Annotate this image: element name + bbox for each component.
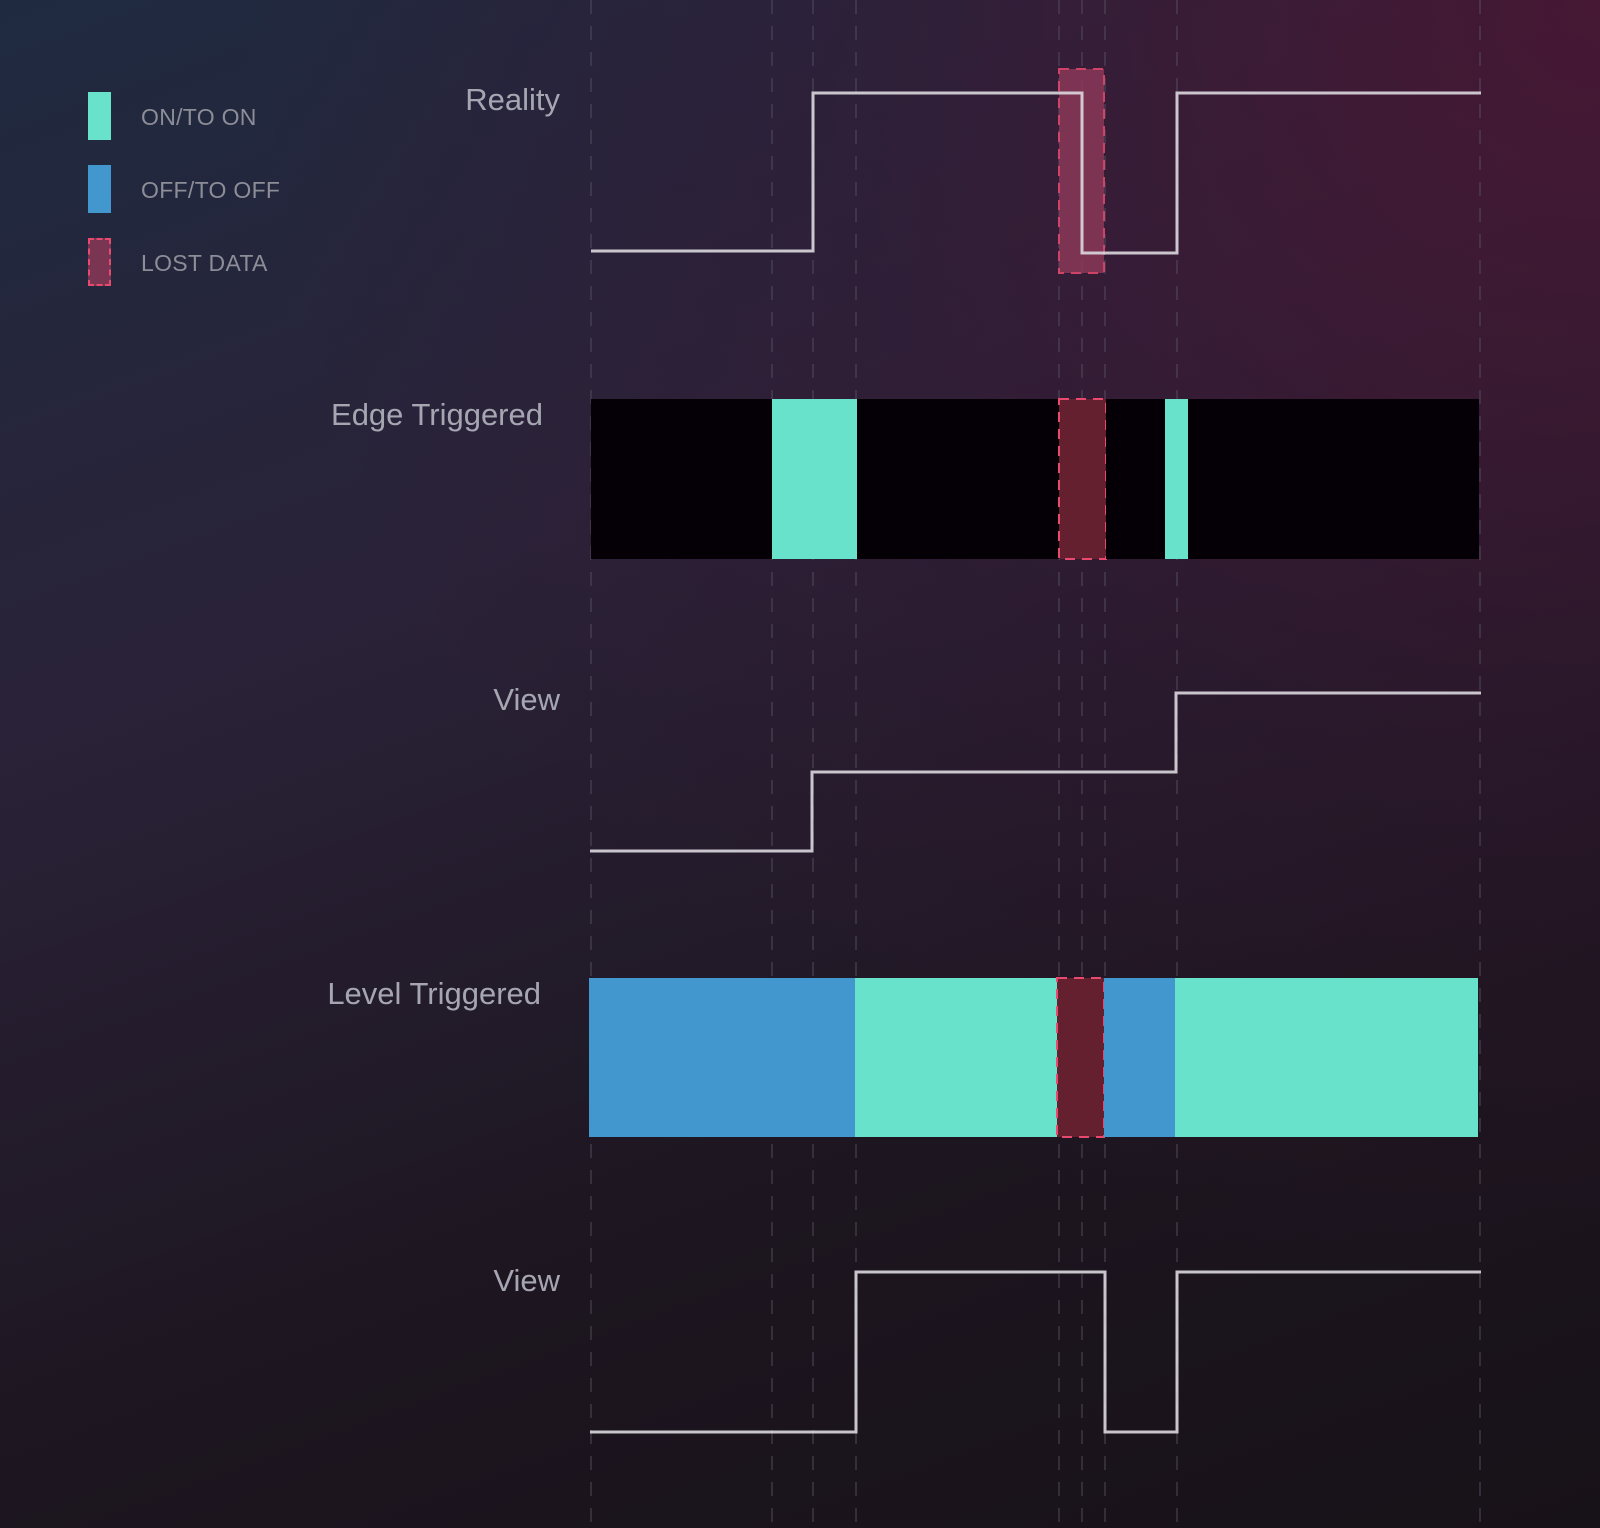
edge-triggered-segment-on (772, 399, 857, 559)
edge-triggered-segment-none (591, 399, 772, 559)
row-label-view-edge: View (493, 682, 560, 717)
legend-swatch-off (88, 165, 111, 213)
legend-label-lost: LOST DATA (141, 250, 268, 276)
edge-triggered-segment-none (857, 399, 1059, 559)
legend-swatch-lost (88, 238, 111, 286)
row-label-level-triggered: Level Triggered (327, 976, 541, 1011)
legend-item-off: OFF/TO OFF (88, 165, 280, 213)
legend-label-off: OFF/TO OFF (141, 177, 281, 203)
row-label-view-level: View (493, 1263, 560, 1298)
edge-triggered-segment-none (1106, 399, 1165, 559)
edge-triggered-segment-lost (1058, 398, 1107, 560)
row-label-reality: Reality (465, 82, 560, 117)
level-triggered-segment-on (1175, 978, 1478, 1137)
view-edge-signal (590, 691, 1481, 853)
row-label-edge-triggered: Edge Triggered (331, 397, 543, 432)
level-triggered-segment-lost (1056, 977, 1105, 1138)
legend-item-on: ON/TO ON (88, 92, 256, 140)
level-triggered-segment-off (589, 978, 855, 1137)
reality-signal (591, 91, 1481, 255)
level-triggered-segment-off (1104, 978, 1175, 1137)
legend-label-on: ON/TO ON (141, 104, 257, 130)
edge-triggered-segment-none (1188, 399, 1479, 559)
legend-item-lost: LOST DATA (88, 238, 267, 286)
level-triggered-segment-on (855, 978, 1057, 1137)
legend-swatch-on (88, 92, 111, 140)
view-level-signal (590, 1270, 1481, 1434)
edge-triggered-segment-on (1165, 399, 1188, 559)
